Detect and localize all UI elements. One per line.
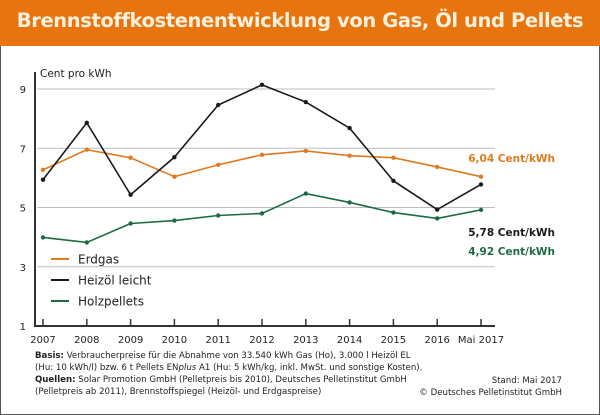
x-axis-ticks: 2007 2008 2009 2010 2011 2012 2013 2014 2015 2016… xyxy=(30,319,504,346)
copyright: © Deutsches Pelletinstitut GmbH xyxy=(419,388,562,398)
legend-label: Erdgas xyxy=(78,253,119,267)
x-tick-label: 2007 xyxy=(30,335,55,346)
axes xyxy=(34,72,495,327)
basis-text-2b: A1 (Hu: 5 kWh/kg, inkl. MwSt. und sonsti… xyxy=(196,363,423,373)
quellen-line-2: (Pelletpreis ab 2011), Brennstoffspiegel… xyxy=(35,387,322,397)
x-tick-label: 2014 xyxy=(337,335,362,346)
series-holzpellets xyxy=(40,191,484,245)
basis-text-2a: (Hu: 10 kWh/l) bzw. 6 t Pellets EN xyxy=(35,363,179,373)
basis-line-1: Basis: Verbraucherpreise für die Abnahme… xyxy=(35,350,422,362)
data-point xyxy=(303,191,308,196)
end-labels: 6,04 Cent/kWh 5,78 Cent/kWh 4,92 Cent/kWh xyxy=(468,153,555,258)
data-point xyxy=(435,216,440,221)
x-tick-label: 2015 xyxy=(381,335,406,346)
data-point xyxy=(216,162,221,168)
footnote-sources: Basis: Verbraucherpreise für die Abnahme… xyxy=(35,350,422,398)
stand-date: Stand: Mai 2017 xyxy=(491,376,562,386)
data-point xyxy=(259,152,265,157)
data-point xyxy=(391,178,396,184)
data-point xyxy=(478,207,484,213)
series-line xyxy=(42,192,482,244)
data-point xyxy=(259,211,265,216)
data-point xyxy=(40,177,46,182)
data-point xyxy=(259,82,265,88)
quellen-text-1: Solar Promotion GmbH (Pelletpreis bis 20… xyxy=(75,375,407,385)
y-tick-label: 9 xyxy=(20,85,26,96)
end-value-label: 5,78 Cent/kWh xyxy=(468,227,555,239)
chart-title: Brennstoffkostenentwicklung von Gas, Öl … xyxy=(16,9,584,32)
basis-text-1: Verbraucherpreise für die Abnahme von 33… xyxy=(63,351,411,361)
data-point xyxy=(172,218,177,223)
data-point xyxy=(128,221,133,226)
legend-item: Heizöl leicht xyxy=(51,274,152,288)
legend: Erdgas Heizöl leicht Holzpellets xyxy=(51,253,152,309)
series-heiz-l-leicht xyxy=(40,82,484,212)
basis-line-2: (Hu: 10 kWh/l) bzw. 6 t Pellets ENplus A… xyxy=(35,362,422,374)
data-point xyxy=(84,240,90,245)
basis-text-2-italic: plus xyxy=(178,363,197,373)
data-point xyxy=(478,182,484,187)
legend-item: Holzpellets xyxy=(51,295,144,309)
y-tick-label: 7 xyxy=(20,144,26,155)
x-tick-label: 2009 xyxy=(118,335,143,346)
y-axis-ticks: 1 3 5 7 9 xyxy=(20,85,26,333)
data-point xyxy=(84,120,90,125)
series-line xyxy=(42,83,482,211)
end-value-label: 6,04 Cent/kWh xyxy=(468,153,555,165)
data-point xyxy=(391,210,396,215)
x-tick-label: 2012 xyxy=(249,335,274,346)
x-tick-label: Mai 2017 xyxy=(458,335,504,346)
data-point xyxy=(40,235,46,240)
data-point xyxy=(84,147,90,152)
legend-label: Holzpellets xyxy=(78,295,144,309)
quellen-line-1: Quellen: Solar Promotion GmbH (Pelletpre… xyxy=(35,374,422,386)
data-point xyxy=(172,174,177,179)
y-tick-label: 3 xyxy=(20,263,26,274)
x-tick-label: 2016 xyxy=(424,335,449,346)
data-point xyxy=(303,148,308,154)
data-point xyxy=(435,164,440,170)
x-tick-label: 2013 xyxy=(293,335,318,346)
x-tick-label: 2011 xyxy=(205,335,230,346)
data-point xyxy=(478,174,484,179)
quellen-label: Quellen: xyxy=(35,375,76,385)
data-point xyxy=(391,155,396,160)
legend-item: Erdgas xyxy=(51,253,119,267)
grid-lines xyxy=(37,88,495,268)
data-point xyxy=(216,102,221,108)
data-point xyxy=(128,155,133,160)
footnote-credits: Stand: Mai 2017 © Deutsches Pelletinstit… xyxy=(419,375,562,399)
x-tick-label: 2008 xyxy=(74,335,99,346)
series-group xyxy=(40,82,484,245)
data-point xyxy=(347,125,352,131)
end-value-label: 4,92 Cent/kWh xyxy=(468,246,555,258)
x-tick-label: 2010 xyxy=(162,335,187,346)
series-erdgas xyxy=(40,147,484,179)
data-point xyxy=(40,167,46,173)
data-point xyxy=(216,213,221,218)
basis-label: Basis: xyxy=(35,351,64,361)
data-point xyxy=(347,153,352,158)
y-axis-label: Cent pro kWh xyxy=(40,68,112,80)
legend-label: Heizöl leicht xyxy=(78,274,152,288)
data-point xyxy=(435,207,440,212)
y-tick-label: 1 xyxy=(20,322,26,333)
data-point xyxy=(172,154,177,160)
y-tick-label: 5 xyxy=(20,204,26,215)
data-point xyxy=(303,99,308,105)
data-point xyxy=(347,200,352,205)
data-point xyxy=(128,192,133,197)
title-bar: Brennstoffkostenentwicklung von Gas, Öl … xyxy=(0,0,600,46)
